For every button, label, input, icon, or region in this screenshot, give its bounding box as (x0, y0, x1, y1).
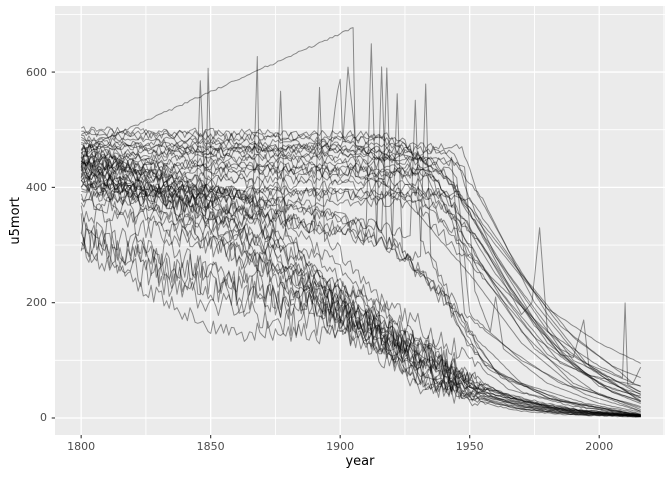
series-line-series-20 (80, 217, 641, 417)
y-tick-label-0: 0 (40, 411, 47, 425)
series-line-series-09 (80, 174, 641, 418)
series-line-series-29 (81, 182, 641, 393)
series-line-series-04 (80, 166, 641, 417)
series-line-series-47 (80, 143, 641, 402)
y-tick-label-200: 200 (26, 296, 47, 310)
series-line-series-49 (80, 180, 642, 384)
series-line-series-32 (81, 137, 641, 413)
series-line-series-28 (80, 172, 641, 397)
series-line-series-46 (80, 99, 641, 414)
x-tick-label-2000: 2000 (585, 440, 614, 453)
series-line-series-06 (81, 176, 641, 418)
series-line-series-39 (80, 27, 641, 409)
series-line-series-16 (80, 213, 641, 416)
plot-panel (55, 6, 665, 435)
series-line-series-14 (80, 86, 641, 417)
y-tick-label-400: 400 (26, 180, 47, 194)
series-line-series-18 (80, 241, 641, 418)
series-line-series-26 (80, 164, 641, 398)
series-lines (80, 27, 642, 418)
series-line-series-22 (81, 140, 642, 402)
series-line-series-24 (80, 142, 641, 403)
series-line-series-17 (80, 237, 641, 416)
series-line-series-37 (80, 145, 641, 379)
series-line-series-44 (80, 66, 641, 412)
series-line-series-15 (80, 229, 641, 416)
series-line-series-10 (80, 155, 641, 417)
y-tick-label-600: 600 (26, 65, 47, 79)
series-line-series-34 (80, 159, 641, 399)
series-line-series-08 (80, 187, 641, 418)
series-line-series-48 (81, 134, 641, 387)
series-line-series-36 (80, 161, 641, 364)
series-line-series-43 (80, 93, 641, 417)
series-line-series-41 (80, 66, 641, 416)
series-line-series-25 (80, 126, 641, 404)
x-tick-label-1950: 1950 (455, 440, 484, 453)
series-line-series-01 (80, 152, 641, 417)
series-line-series-23 (80, 150, 641, 408)
x-tick-label-1900: 1900 (326, 440, 355, 453)
series-line-series-13 (80, 90, 641, 417)
x-tick-label-1800: 1800 (67, 440, 96, 453)
x-tick-label-1850: 1850 (196, 440, 225, 453)
series-line-series-11 (80, 67, 641, 417)
series-line-series-19 (81, 221, 641, 416)
y-axis-title-text: u5mort (8, 196, 23, 245)
series-line-series-03 (80, 159, 641, 418)
series-line-series-35 (80, 154, 641, 393)
series-line-series-42 (80, 67, 641, 416)
series-line-series-30 (80, 191, 641, 395)
series-line-series-02 (80, 144, 641, 417)
series-line-series-40 (80, 43, 641, 415)
series-line-series-07 (80, 136, 641, 416)
series-line-series-12 (80, 56, 641, 418)
series-line-series-21 (81, 130, 641, 411)
series-line-series-50 (80, 203, 641, 416)
series-line-series-05 (80, 146, 641, 417)
series-line-series-38 (81, 183, 641, 387)
series-line-series-45 (80, 83, 641, 415)
series-line-series-33 (80, 170, 641, 403)
series-line-series-31 (80, 128, 641, 412)
series-line-series-27 (81, 156, 641, 396)
x-axis-title: year (345, 454, 375, 469)
y-axis-title: u5mort (8, 0, 23, 441)
